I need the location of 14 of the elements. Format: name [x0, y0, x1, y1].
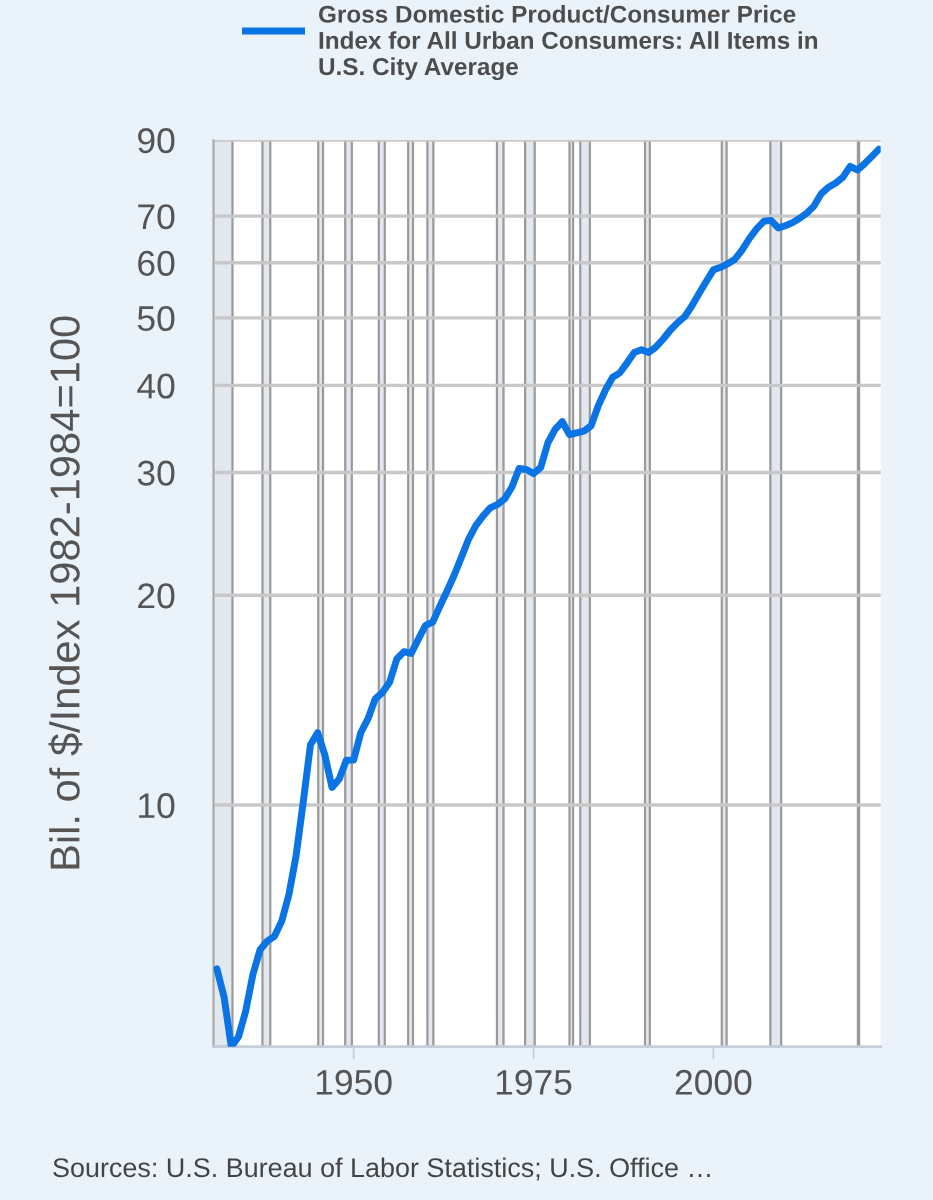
y-tick-label: 50 [137, 306, 175, 332]
y-tick-label: 20 [138, 583, 175, 609]
source-note: Sources: U.S. Bureau of Labor Statistics; U.S. Office … [53, 1157, 710, 1181]
y-tick-label: 70 [138, 204, 175, 230]
x-tick-label: 2000 [675, 1069, 752, 1095]
y-tick-label: 90 [138, 128, 175, 154]
legend-label: Gross Domestic Product/Consumer Price Index for All Urban Consumers: All Items in U.S. City Average [319, 5, 818, 81]
y-tick-label: 10 [139, 793, 175, 819]
y-tick-label: 40 [137, 373, 175, 399]
x-tick-label: 1950 [316, 1069, 392, 1095]
y-tick-label: 60 [138, 250, 175, 276]
y-axis-title: Bil. of $/Index 1982-1984=100 [48, 316, 83, 869]
y-tick-label: 30 [137, 460, 175, 486]
x-tick-label: 1975 [496, 1069, 572, 1095]
